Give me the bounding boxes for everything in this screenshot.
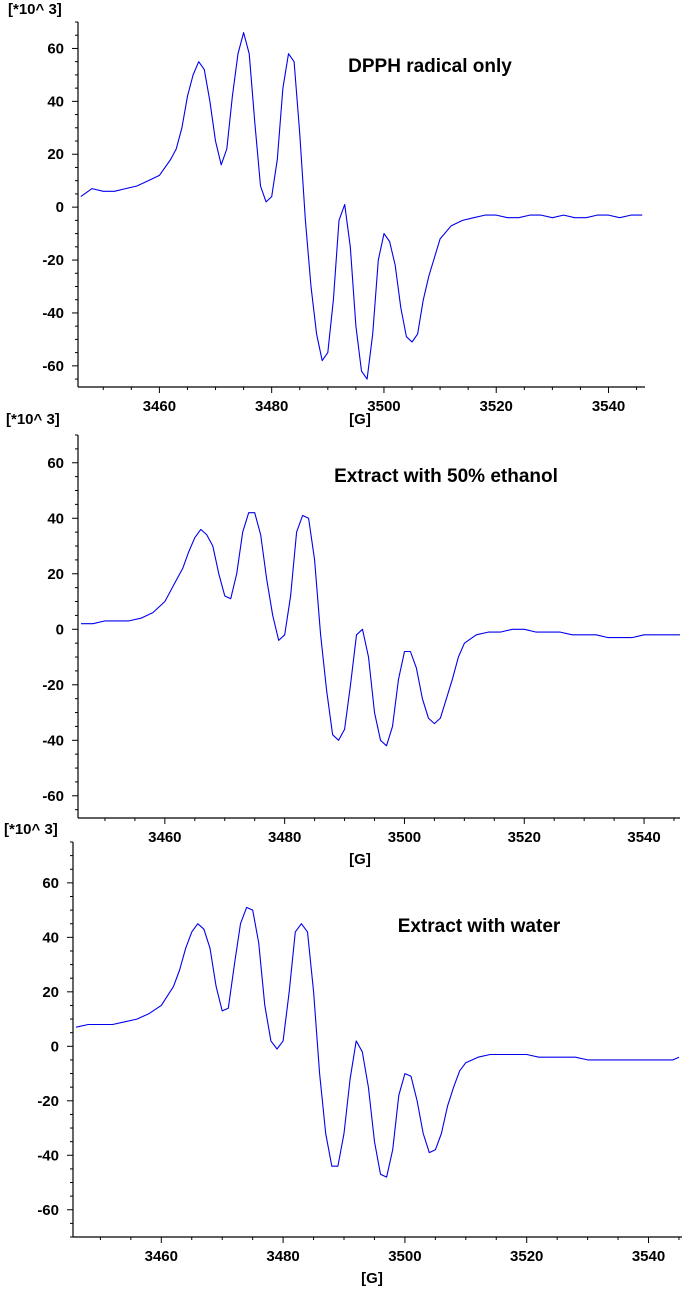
y-tick-label: -40	[42, 305, 64, 322]
y-tick-label: -20	[37, 1093, 59, 1110]
y-tick-label: 40	[47, 510, 64, 527]
y-tick-label: 40	[47, 93, 64, 110]
y-tick-label: -40	[42, 732, 64, 749]
y-tick-label: 20	[47, 566, 64, 583]
x-tick-label: 3500	[367, 398, 400, 415]
x-tick-label: 3460	[145, 1248, 178, 1265]
x-axis-label: [G]	[349, 411, 371, 428]
y-tick-label: 0	[56, 621, 64, 638]
chart-title: Extract with water	[398, 916, 561, 937]
x-axis-label: [G]	[349, 851, 371, 868]
y-tick-label: -60	[42, 358, 64, 375]
chart-title: DPPH radical only	[348, 56, 512, 77]
x-tick-label: 3480	[266, 1248, 299, 1265]
x-tick-label: 3540	[632, 1248, 665, 1265]
y-tick-label: 60	[47, 455, 64, 472]
x-tick-label: 3540	[592, 398, 625, 415]
x-axis-label: [G]	[361, 1270, 383, 1287]
y-tick-label: -20	[42, 252, 64, 269]
x-tick-label: 3520	[480, 398, 513, 415]
x-tick-label: 3480	[255, 398, 288, 415]
y-unit-label: [*10^ 3]	[6, 411, 60, 428]
chart-panel-1: -60 -40 -20 0 20 40 60 3460 3480 3500 3520 3540 [*10…	[8, 1, 645, 428]
y-unit-label: [*10^ 3]	[4, 821, 58, 838]
y-tick-label: 40	[42, 929, 59, 946]
chart-panel-3: -60 -40 -20 0 20 40 60 3460 3480 3500 3520 3540 [*10…	[4, 821, 682, 1287]
y-tick-label: -60	[37, 1202, 59, 1219]
y-tick-label: 60	[42, 875, 59, 892]
x-tick-label: 3500	[388, 1248, 421, 1265]
x-tick-label: 3520	[508, 829, 541, 846]
y-tick-label: 0	[56, 199, 64, 216]
spectrum-line	[75, 906, 680, 1178]
spectrum-line	[80, 32, 643, 380]
x-tick-label: 3460	[148, 829, 181, 846]
y-tick-label: 20	[42, 984, 59, 1001]
chart-panel-2: -60 -40 -20 0 20 40 60 3460 3480 3500 3520 3540 [*10…	[6, 411, 680, 868]
x-tick-label: 3480	[268, 829, 301, 846]
y-tick-label: 20	[47, 146, 64, 163]
y-tick-label: -20	[42, 677, 64, 694]
x-tick-label: 3500	[388, 829, 421, 846]
y-tick-label: -40	[37, 1147, 59, 1164]
x-tick-label: 3540	[627, 829, 660, 846]
x-tick-label: 3520	[510, 1248, 543, 1265]
chart-title: Extract with 50% ethanol	[334, 466, 558, 487]
x-tick-label: 3460	[143, 398, 176, 415]
y-tick-label: 60	[47, 40, 64, 57]
y-tick-label: 0	[51, 1038, 59, 1055]
spectrum-line	[81, 512, 680, 747]
y-unit-label: [*10^ 3]	[8, 1, 62, 18]
y-tick-label: -60	[42, 788, 64, 805]
